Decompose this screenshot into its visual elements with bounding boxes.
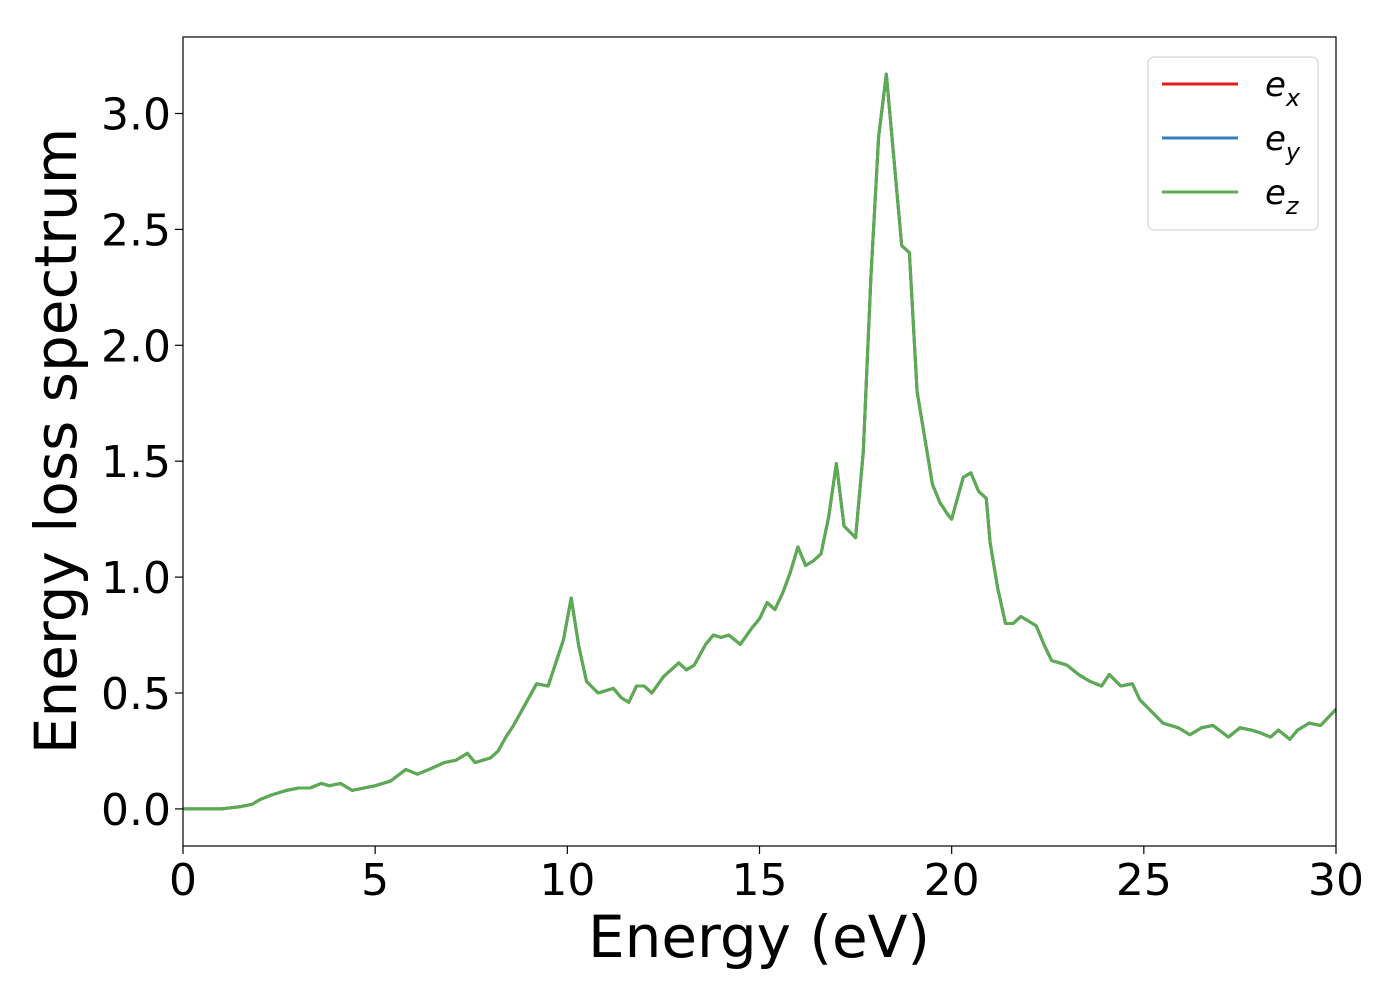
y-axis-label: Energy loss spectrum — [22, 128, 90, 754]
x-tick-label: 0 — [169, 855, 197, 906]
x-tick-label: 10 — [539, 855, 595, 906]
series-layer — [183, 72, 1336, 811]
legend-label-z: ez — [1265, 173, 1300, 220]
legend-label-y: ey — [1265, 119, 1301, 166]
x-tick-label: 30 — [1308, 855, 1364, 906]
x-tick-label: 25 — [1116, 855, 1172, 906]
x-tick-label: 5 — [361, 855, 389, 906]
y-tick-label: 2.5 — [101, 205, 171, 256]
y-tick-label: 2.0 — [101, 321, 171, 372]
y-axis-ticks: 0.0 0.5 1.0 1.5 2.0 2.5 3.0 — [101, 89, 183, 836]
x-axis-ticks: 0 5 10 15 20 25 30 — [169, 846, 1364, 906]
series-line-z — [183, 72, 1336, 811]
y-tick-label: 0.0 — [101, 785, 171, 836]
legend-box — [1147, 56, 1319, 231]
y-tick-label: 3.0 — [101, 89, 171, 140]
legend: ex ey ez — [1147, 56, 1319, 231]
legend-label-x: ex — [1265, 65, 1301, 112]
y-tick-label: 1.5 — [101, 437, 171, 488]
x-tick-label: 15 — [732, 855, 788, 906]
y-tick-label: 0.5 — [101, 669, 171, 720]
x-axis-label: Energy (eV) — [588, 903, 930, 971]
y-tick-label: 1.0 — [101, 553, 171, 604]
x-tick-label: 20 — [924, 855, 980, 906]
